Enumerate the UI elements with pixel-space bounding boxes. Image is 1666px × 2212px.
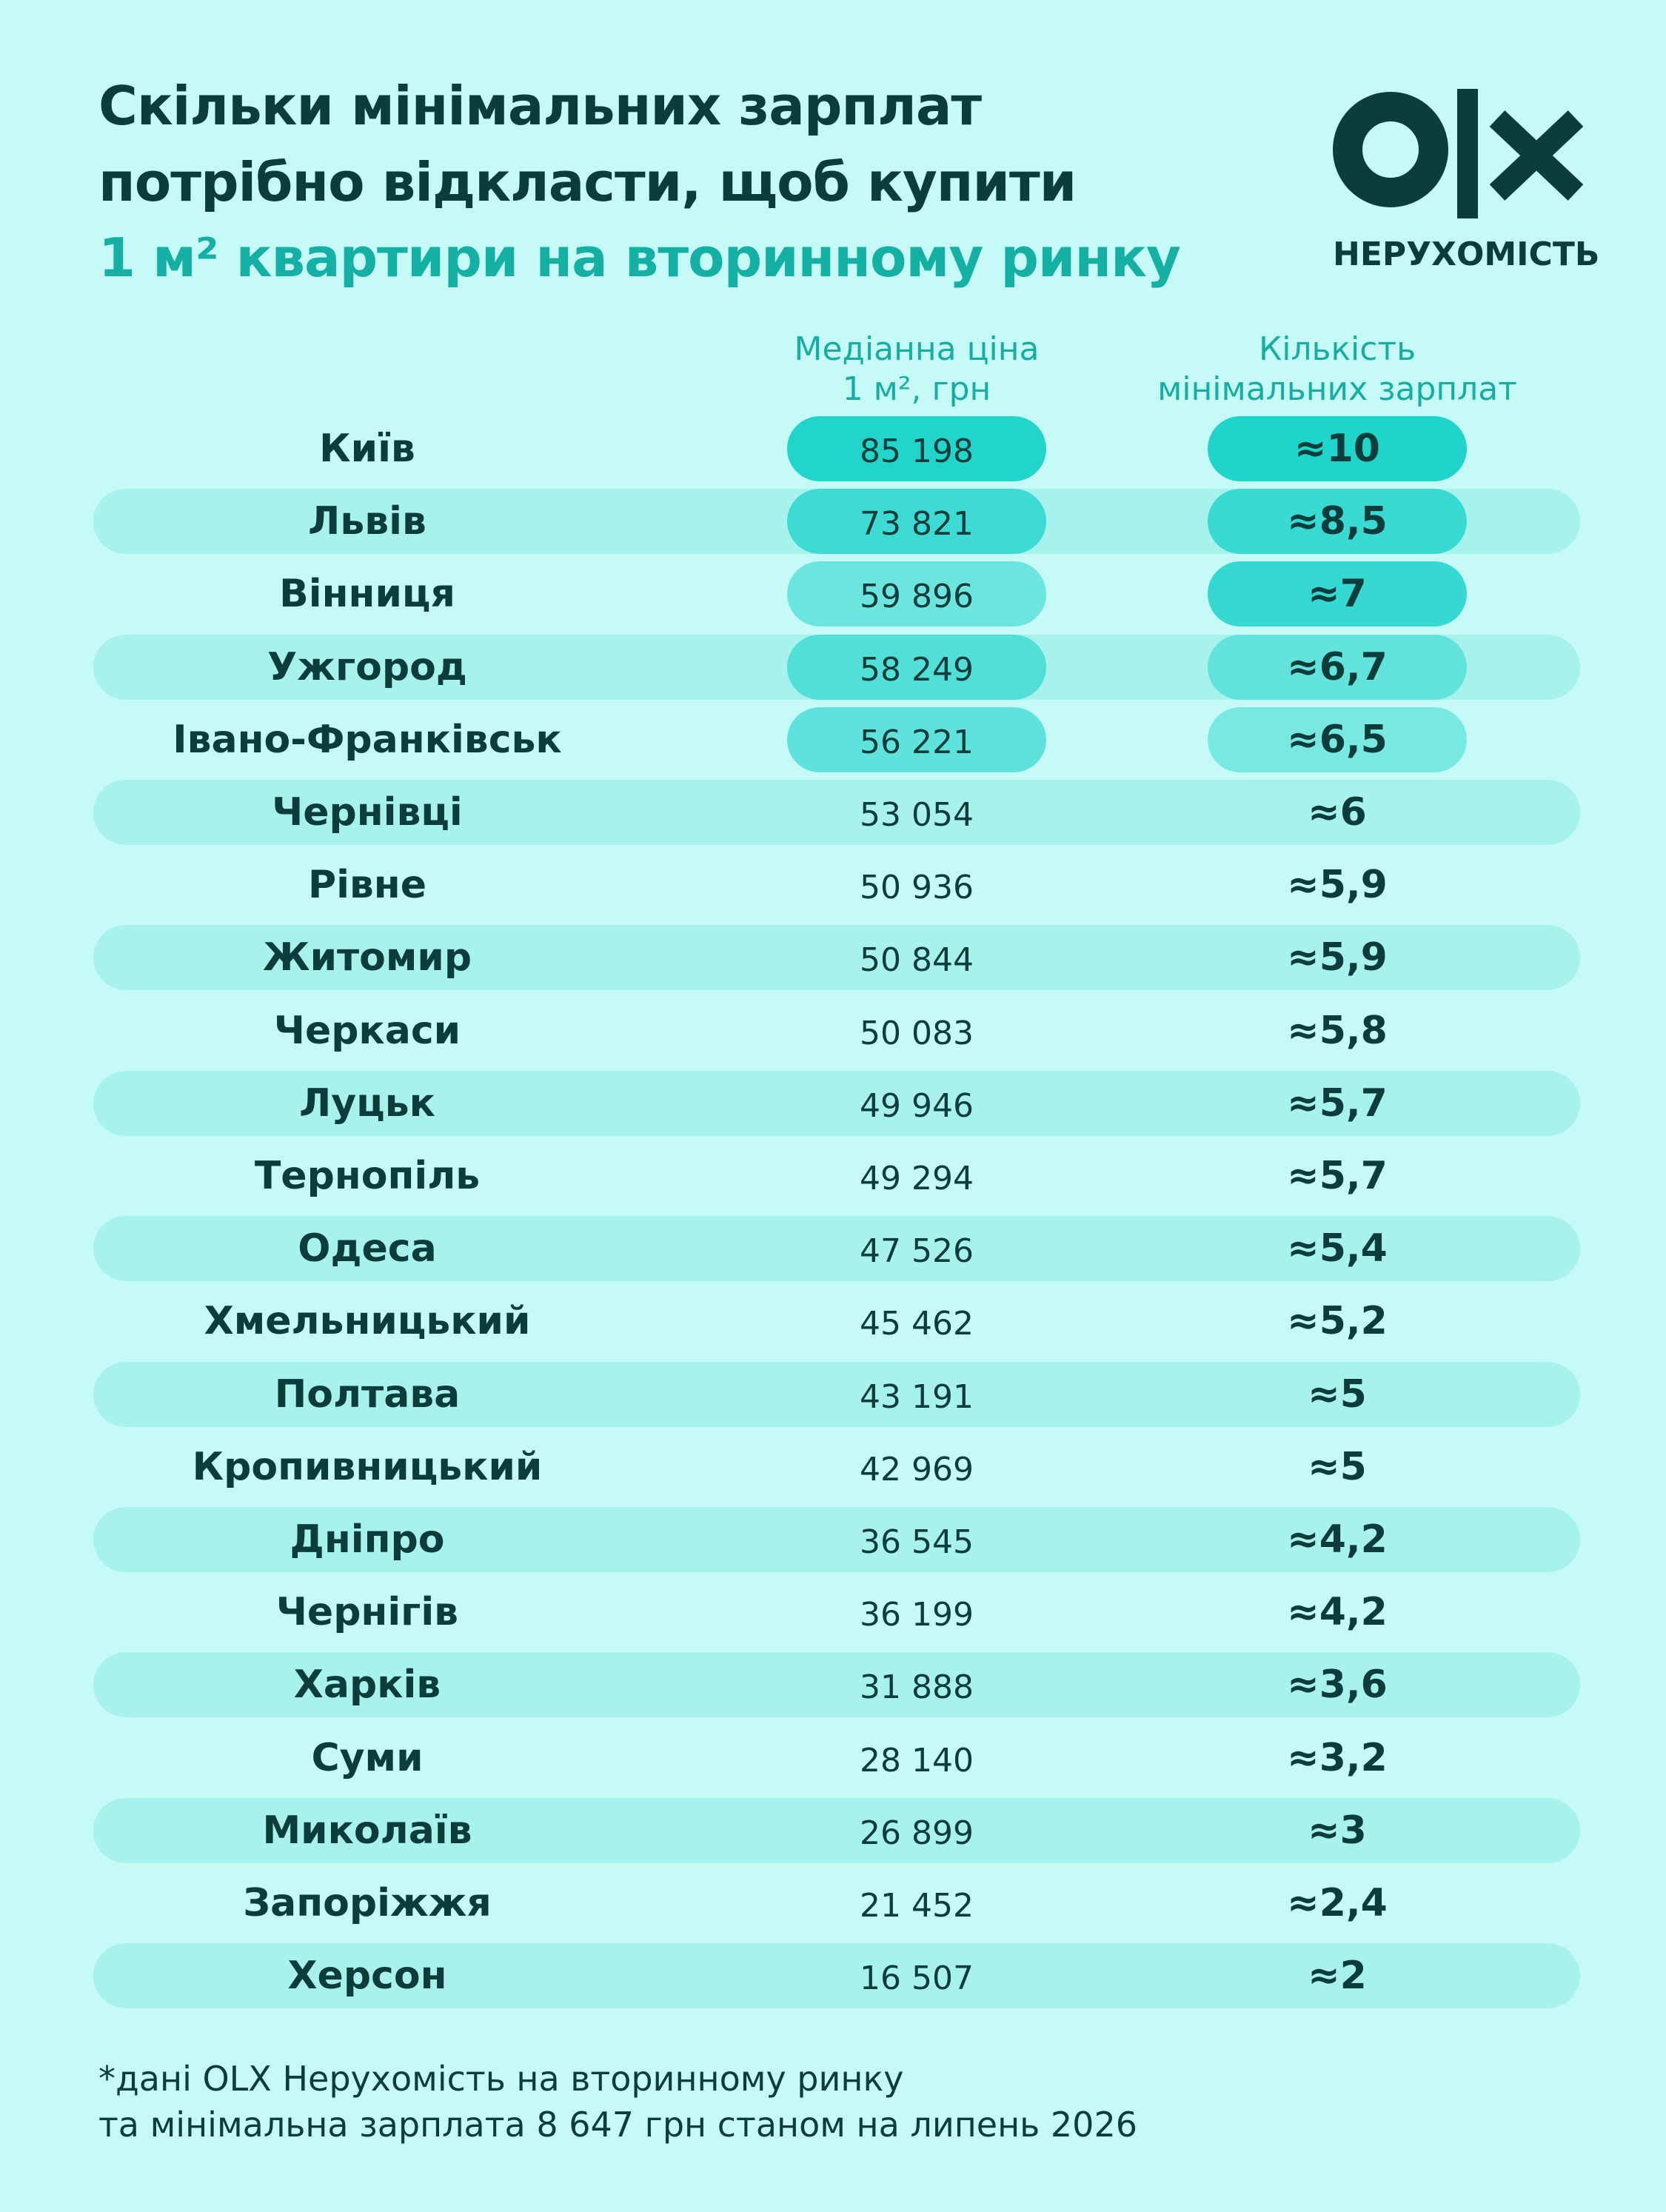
count: ≈5,9: [1287, 863, 1388, 908]
price: 50 844: [860, 941, 974, 980]
row-band: [93, 1507, 1580, 1572]
count: ≈2,4: [1287, 1881, 1388, 1925]
column-header: Кількість мінімальних зарплат: [1130, 330, 1545, 410]
row-band: [93, 925, 1580, 991]
city: Одеса: [298, 1226, 437, 1272]
city: Львів: [308, 499, 426, 544]
row-band: [93, 1797, 1580, 1863]
row-band: [93, 780, 1580, 845]
price: 26 899: [860, 1814, 974, 1852]
row-band: [93, 1943, 1580, 2009]
footnote: *дані OLX Нерухомість на вторинному ринк…: [98, 2059, 904, 2099]
price: 36 199: [860, 1596, 974, 1634]
title-line: Скільки мінімальних зарплат: [98, 75, 982, 137]
price: 21 452: [860, 1887, 974, 1925]
city: Суми: [311, 1735, 424, 1780]
count: ≈5,7: [1287, 1080, 1388, 1126]
city: Житомир: [262, 935, 472, 980]
count: ≈5,2: [1287, 1299, 1388, 1344]
count: ≈3,2: [1287, 1735, 1388, 1780]
city: Луцьк: [299, 1080, 435, 1126]
column-header: Медіанна ціна 1 м², грн: [709, 330, 1124, 410]
price: 16 507: [860, 1959, 974, 1998]
city: Полтава: [274, 1371, 461, 1417]
price: 50 083: [860, 1014, 974, 1052]
city: Ужгород: [267, 644, 467, 689]
header-line: Медіанна ціна: [794, 330, 1040, 368]
price: 50 936: [860, 869, 974, 907]
logo-bar: [1457, 89, 1478, 218]
count: ≈6,7: [1208, 634, 1467, 700]
price: 45 462: [860, 1305, 974, 1343]
city: Дніпро: [290, 1517, 445, 1562]
count: ≈5,4: [1287, 1226, 1388, 1272]
price: 31 888: [860, 1668, 974, 1707]
count: ≈6,5: [1208, 706, 1467, 772]
count: ≈6: [1308, 790, 1367, 835]
city: Чернівці: [272, 790, 463, 835]
count: ≈7: [1208, 561, 1467, 627]
price: 56 221: [787, 706, 1046, 772]
header-line: 1 м², грн: [842, 370, 991, 408]
city: Київ: [319, 427, 415, 471]
price: 58 249: [787, 634, 1046, 700]
price: 43 191: [860, 1377, 974, 1416]
city: Миколаїв: [262, 1808, 472, 1853]
count: ≈8,5: [1208, 489, 1467, 555]
city: Кропивницький: [192, 1444, 543, 1489]
title-highlight: 1 м² квартири на вторинному ринку: [98, 227, 1181, 289]
city: Харків: [293, 1663, 441, 1708]
city: Запоріжжя: [243, 1881, 492, 1925]
price: 36 545: [860, 1523, 974, 1561]
header-line: мінімальних зарплат: [1157, 370, 1517, 408]
price: 28 140: [860, 1741, 974, 1780]
price: 49 294: [860, 1160, 974, 1197]
city: Херсон: [287, 1954, 447, 1999]
logo-o: [1333, 92, 1448, 207]
city: Рівне: [307, 863, 427, 908]
row-band: [93, 1361, 1580, 1427]
price: 59 896: [787, 561, 1046, 627]
price: 42 969: [860, 1450, 974, 1488]
header-line: Кількість: [1258, 330, 1416, 368]
price: 49 946: [860, 1086, 974, 1125]
count: ≈5,7: [1287, 1154, 1388, 1198]
price: 47 526: [860, 1232, 974, 1271]
count: ≈4,2: [1287, 1590, 1388, 1635]
price: 85 198: [787, 416, 1046, 481]
count: ≈3: [1308, 1808, 1367, 1853]
row-band: [93, 1652, 1580, 1718]
count: ≈5: [1308, 1371, 1367, 1417]
city: Вінниця: [279, 572, 455, 617]
row-band: [93, 1070, 1580, 1136]
count: ≈5: [1308, 1444, 1367, 1489]
city: Івано-Франківськ: [173, 717, 562, 762]
price: 53 054: [860, 796, 974, 834]
logo-x: [1489, 110, 1584, 201]
city: Чернігів: [275, 1590, 459, 1635]
city: Тернопіль: [254, 1154, 481, 1198]
count: ≈4,2: [1287, 1517, 1388, 1562]
count: ≈10: [1208, 416, 1467, 481]
price: 73 821: [787, 489, 1046, 555]
city: Хмельницький: [204, 1299, 531, 1344]
count: ≈5,8: [1287, 1008, 1388, 1053]
logo: [1333, 89, 1584, 218]
count: ≈5,9: [1287, 935, 1388, 980]
title-line: потрібно відкласти, щоб купити: [98, 151, 1077, 213]
footnote: та мінімальна зарплата 8 647 грн станом …: [98, 2105, 1137, 2145]
logo-caption: НЕРУХОМІСТЬ: [1333, 235, 1600, 273]
city: Черкаси: [273, 1008, 461, 1053]
count: ≈2: [1308, 1954, 1367, 1999]
count: ≈3,6: [1287, 1663, 1388, 1708]
row-band: [93, 1216, 1580, 1282]
